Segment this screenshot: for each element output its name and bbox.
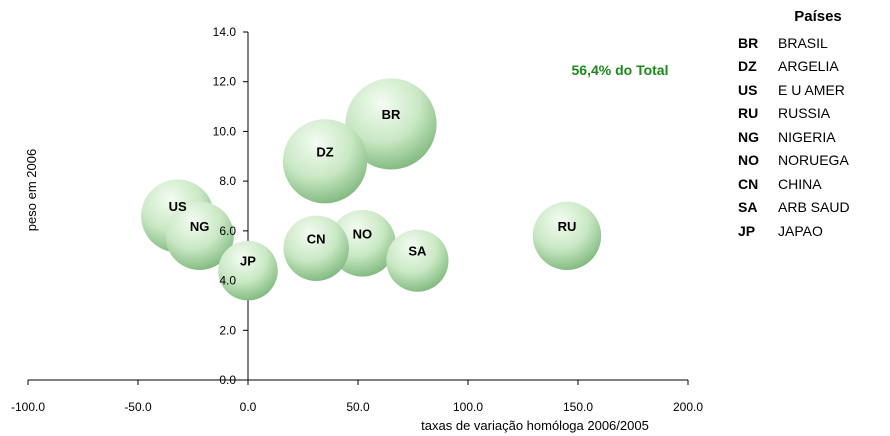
y-tick-label: 2.0 bbox=[219, 323, 236, 337]
y-tick-label: 4.0 bbox=[219, 274, 236, 288]
legend-country-name: JAPAO bbox=[778, 222, 823, 239]
x-tick-label: 200.0 bbox=[673, 400, 703, 414]
y-tick-label: 12.0 bbox=[213, 75, 237, 89]
legend-item-ng: NG NIGERIA bbox=[738, 125, 888, 149]
bubble-ru bbox=[532, 201, 602, 271]
x-axis-label: taxas de variação homóloga 2006/2005 bbox=[421, 418, 649, 433]
legend-country-name: CHINA bbox=[778, 175, 822, 192]
bubble-cn bbox=[283, 215, 349, 281]
legend-code: SA bbox=[738, 199, 758, 216]
legend-code: US bbox=[738, 81, 758, 98]
legend-country-name: ARGELIA bbox=[778, 58, 839, 75]
bubble-dz bbox=[282, 119, 368, 204]
legend-item-sa: SA ARB SAUD bbox=[738, 196, 888, 220]
bubble-label-no: NO bbox=[353, 226, 373, 241]
bubble-label-ru: RU bbox=[558, 219, 577, 234]
axes-group bbox=[27, 31, 689, 385]
bubble-label-us: US bbox=[169, 199, 187, 214]
bubble-sa bbox=[386, 229, 449, 292]
legend-country-name: BRASIL bbox=[778, 34, 828, 51]
bubble-br bbox=[345, 78, 437, 170]
bubble-ng bbox=[165, 201, 234, 271]
y-tick-label: 6.0 bbox=[219, 224, 236, 238]
y-tick-label: 10.0 bbox=[213, 124, 237, 138]
legend-country-name: RUSSIA bbox=[778, 105, 831, 122]
y-tick-label: 0.0 bbox=[219, 373, 236, 387]
y-tick-label: 14.0 bbox=[213, 25, 237, 39]
legend-country-name: ARB SAUD bbox=[778, 199, 850, 216]
legend-item-us: US E U AMER bbox=[738, 78, 888, 102]
bubble-label-br: BR bbox=[382, 107, 401, 122]
legend-item-jp: JP JAPAO bbox=[738, 219, 888, 243]
legend-code: JP bbox=[738, 222, 756, 239]
legend-item-dz: DZ ARGELIA bbox=[738, 55, 888, 79]
legend-code: NO bbox=[738, 152, 759, 169]
legend-item-cn: CN CHINA bbox=[738, 172, 888, 196]
legend-country-name: E U AMER bbox=[778, 81, 845, 98]
legend-item-ru: RU RUSSIA bbox=[738, 102, 888, 126]
bubble-label-ng: NG bbox=[190, 219, 210, 234]
ticks-group: -100.0 -50.0 0.0 50.0 100.0 150.0 200.0 0.0 2.0 4… bbox=[11, 25, 703, 414]
bubble-label-jp: JP bbox=[240, 254, 256, 269]
x-tick-label: 0.0 bbox=[240, 400, 257, 414]
bubble-label-cn: CN bbox=[307, 231, 326, 246]
y-axis-label: peso em 2006 bbox=[24, 149, 39, 231]
x-tick-label: 100.0 bbox=[453, 400, 483, 414]
legend-country-name: NORUEGA bbox=[778, 152, 849, 169]
legend-code: NG bbox=[738, 128, 759, 145]
y-tick-label: 8.0 bbox=[219, 174, 236, 188]
legend-code: BR bbox=[738, 34, 759, 51]
legend-code: RU bbox=[738, 105, 759, 122]
x-tick-label: 150.0 bbox=[563, 400, 593, 414]
legend-rows: BR BRASIL DZ ARGELIA US E U AMER RU RUSSIA NG NIG… bbox=[738, 31, 888, 243]
legend-item-no: NO NORUEGA bbox=[738, 149, 888, 173]
legend-code: DZ bbox=[738, 58, 757, 75]
x-tick-label: -50.0 bbox=[124, 400, 152, 414]
bubble-label-dz: DZ bbox=[316, 144, 333, 159]
bubble-label-sa: SA bbox=[408, 244, 427, 259]
bubble-jp bbox=[218, 240, 278, 301]
legend-code: CN bbox=[738, 175, 759, 192]
x-tick-label: 50.0 bbox=[346, 400, 370, 414]
legend-item-br: BR BRASIL bbox=[738, 31, 888, 55]
x-tick-label: -100.0 bbox=[11, 400, 45, 414]
legend: Países BR BRASIL DZ ARGELIA US E U AMER RU RUSS… bbox=[738, 8, 888, 243]
total-annotation: 56,4% do Total bbox=[572, 62, 669, 78]
legend-country-name: NIGERIA bbox=[778, 128, 836, 145]
legend-title: Países bbox=[794, 8, 842, 25]
